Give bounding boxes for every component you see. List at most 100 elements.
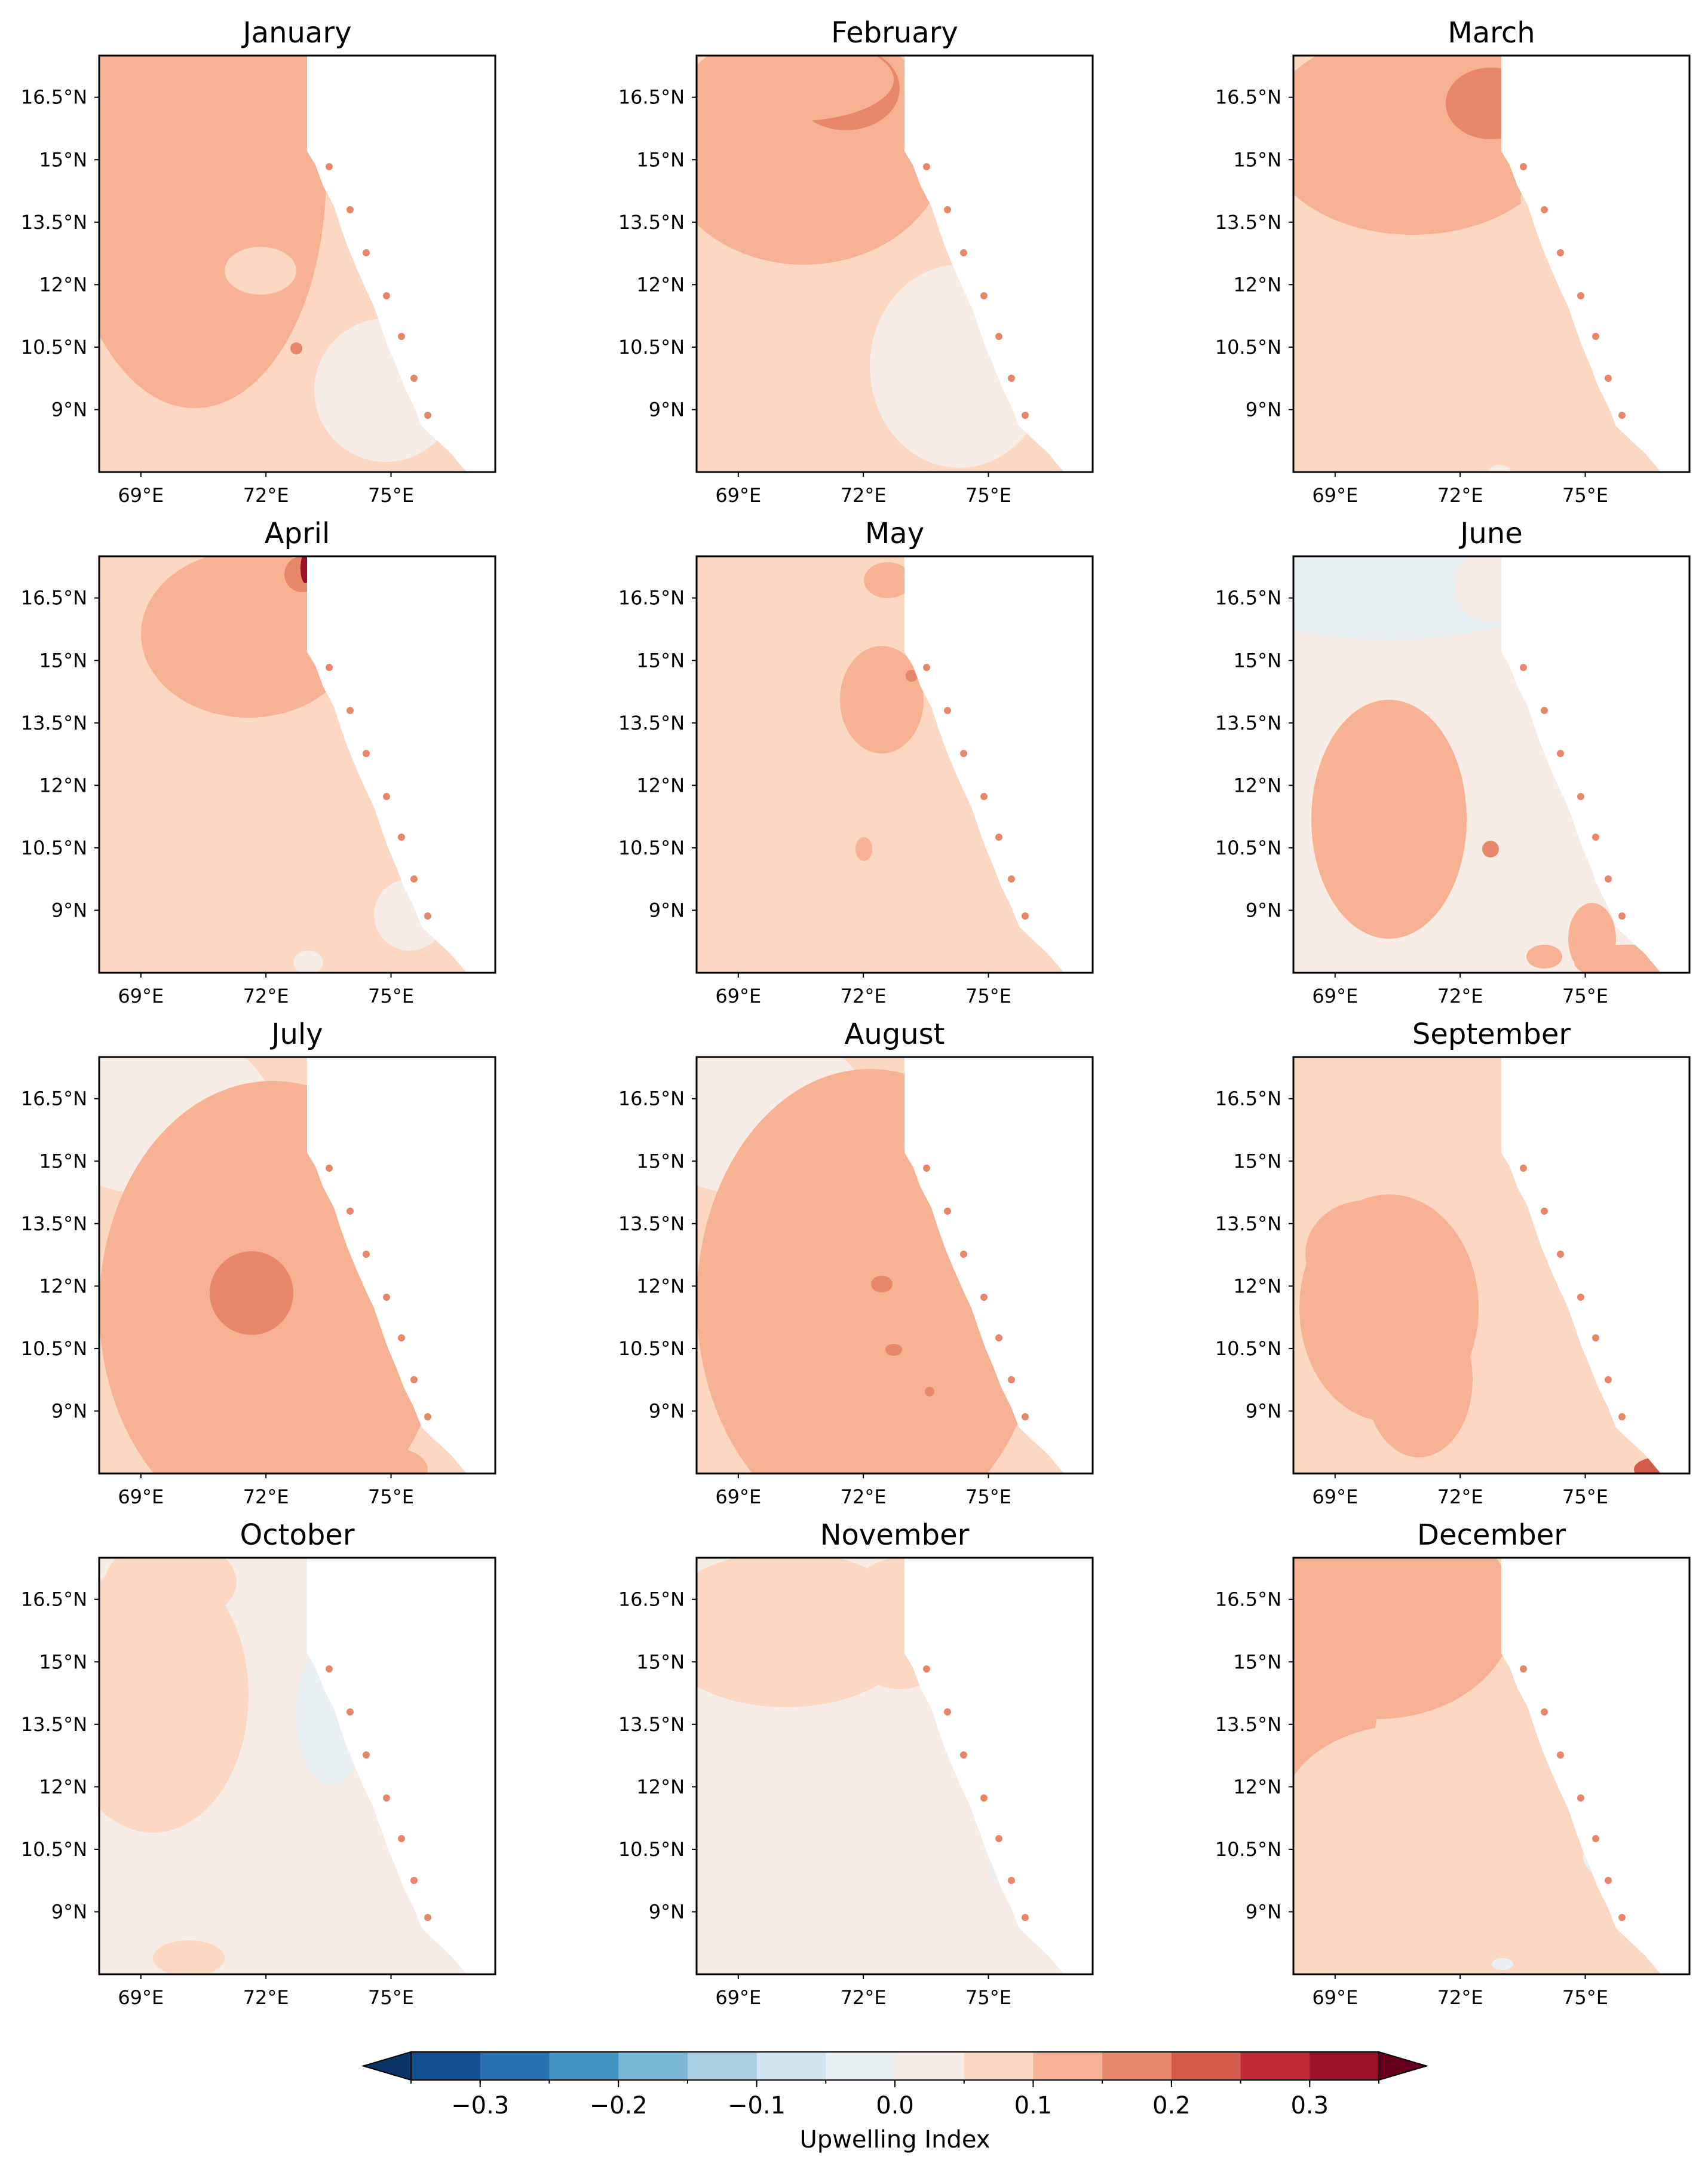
lat-tick-label: 9°N (51, 1900, 87, 1923)
lon-tick-label: 69°E (118, 1485, 164, 1508)
lon-tick-label: 72°E (1437, 1986, 1483, 2009)
coastal-cell (980, 1794, 988, 1802)
coastal-cell (1520, 664, 1527, 671)
coastal-cell (1577, 1794, 1584, 1802)
axes-frame (695, 54, 1094, 473)
lat-tick-label: 16.5°N (618, 1588, 685, 1611)
upwelling-field (99, 556, 495, 973)
panel-title: July (269, 1018, 323, 1051)
coastal-cell (1520, 1165, 1527, 1172)
lon-tick-label: 72°E (243, 484, 289, 507)
coastal-cell (363, 750, 370, 757)
coastal-cell (1541, 707, 1548, 714)
coastal-cell (995, 1334, 1002, 1341)
coastal-cell (923, 1165, 930, 1172)
coastal-cell (1618, 912, 1626, 920)
land-mask (1501, 1057, 1689, 1474)
axes-frame (98, 555, 496, 974)
coastal-cell (326, 163, 333, 170)
coastal-cell (960, 750, 967, 757)
lon-tick-label: 69°E (118, 985, 164, 1007)
lon-tick-label: 75°E (368, 985, 414, 1007)
colorbar-segment (480, 2052, 550, 2080)
contour-region (99, 56, 326, 408)
coastal-cell (383, 1294, 390, 1301)
coastal-cell (1618, 1914, 1626, 1921)
coastal-cell (1557, 750, 1564, 757)
lon-tick-label: 75°E (965, 1986, 1011, 2009)
lat-tick-label: 10.5°N (618, 336, 685, 359)
lon-tick-label: 69°E (715, 484, 761, 507)
land-mask (307, 556, 495, 973)
coastal-cell (980, 793, 988, 800)
lat-tick-label: 15°N (39, 1650, 87, 1673)
map-panel: July 16.5°N 15°N 13.5°N 12°N 10.5°N 9°N 69°E 72°… (21, 1018, 496, 1508)
coastal-cell (1592, 1334, 1599, 1341)
lat-tick-label: 12°N (39, 273, 87, 296)
coastal-cell (398, 1835, 405, 1842)
colorbar-tick-label: −0.1 (728, 2092, 786, 2119)
lat-tick-label: 15°N (636, 1150, 685, 1172)
coastal-cell (1605, 375, 1612, 382)
upwelling-field (697, 1057, 1093, 1474)
lat-tick-label: 15°N (1233, 1150, 1281, 1172)
coastal-cell (410, 1376, 418, 1383)
coastal-cell (1541, 1708, 1548, 1716)
coastal-cell (1008, 1376, 1015, 1383)
axes-frame (98, 54, 496, 473)
lon-tick-label: 69°E (1312, 484, 1358, 507)
coastal-cell (1605, 1877, 1612, 1884)
lat-tick-label: 15°N (1233, 148, 1281, 171)
lat-tick-label: 15°N (1233, 1650, 1281, 1673)
coastal-cell (1577, 793, 1584, 800)
contour-region (105, 1558, 237, 1623)
coastal-cell (1557, 1751, 1564, 1759)
contour-region (697, 56, 894, 121)
lon-tick-label: 72°E (1437, 985, 1483, 1007)
lat-tick-label: 13.5°N (21, 211, 87, 234)
lat-tick-label: 16.5°N (618, 86, 685, 109)
coastal-cell (1541, 1208, 1548, 1215)
coastal-cell (960, 1251, 967, 1258)
coastal-cell (1541, 206, 1548, 213)
colorbar-segment (618, 2052, 688, 2080)
contour-region (864, 562, 912, 598)
lat-tick-label: 9°N (1246, 1900, 1281, 1923)
upwelling-field (99, 56, 495, 472)
upwelling-field (1293, 1057, 1689, 1474)
contour-region (906, 670, 918, 682)
coastal-cell (960, 1751, 967, 1759)
lat-tick-label: 10.5°N (618, 1337, 685, 1360)
lat-tick-label: 10.5°N (21, 336, 87, 359)
lat-tick-label: 16.5°N (1215, 86, 1281, 109)
lat-tick-label: 13.5°N (1215, 1713, 1281, 1736)
coastal-cell (995, 333, 1002, 340)
coastal-cell (923, 664, 930, 671)
contour-region (1488, 465, 1511, 472)
lat-tick-label: 9°N (1246, 899, 1281, 921)
lat-tick-label: 12°N (636, 1775, 685, 1798)
lon-tick-label: 75°E (1562, 1485, 1608, 1508)
map-panel: August 16.5°N 15°N 13.5°N 12°N 10.5°N 9°N 69°E 7… (618, 1018, 1094, 1508)
lat-tick-label: 15°N (39, 649, 87, 672)
coastal-cell (410, 1877, 418, 1884)
panel-title: September (1412, 1018, 1571, 1051)
lat-tick-label: 10.5°N (21, 837, 87, 859)
map-panel: May 16.5°N 15°N 13.5°N 12°N 10.5°N 9°N 69°E 72°E… (618, 517, 1094, 1007)
coastal-cell (424, 1914, 431, 1921)
map-panel: December 16.5°N 15°N 13.5°N 12°N 10.5°N 9°N 69°… (1215, 1518, 1691, 2009)
lat-tick-label: 15°N (39, 148, 87, 171)
colorbar-segment (964, 2052, 1034, 2080)
colorbar-segment (826, 2052, 896, 2080)
contour-region (1482, 841, 1499, 857)
axes-frame (1292, 54, 1691, 473)
panel-title: May (865, 517, 924, 550)
coastal-cell (363, 249, 370, 256)
panel-title: February (831, 16, 958, 50)
panel-title: January (241, 16, 352, 50)
lat-tick-label: 9°N (1246, 1399, 1281, 1422)
lon-tick-label: 72°E (841, 484, 887, 507)
colorbar-segment (411, 2052, 481, 2080)
lon-tick-label: 72°E (841, 1485, 887, 1508)
